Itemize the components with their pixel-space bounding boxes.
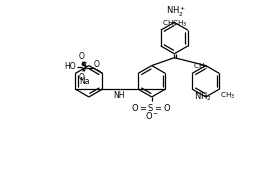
Text: O$\mathregular{=}$S$\mathregular{=}$O: O$\mathregular{=}$S$\mathregular{=}$O	[132, 102, 172, 113]
Text: O: O	[79, 52, 85, 61]
Text: S: S	[81, 62, 87, 71]
Text: NH$_2^+$: NH$_2^+$	[166, 5, 186, 19]
Text: $\mathregular{CH_3}$: $\mathregular{CH_3}$	[172, 19, 187, 29]
Text: $\mathregular{CH_3}$: $\mathregular{CH_3}$	[193, 62, 209, 72]
Text: O: O	[94, 60, 99, 69]
Text: NH: NH	[114, 91, 125, 100]
Text: O$^-$: O$^-$	[145, 110, 159, 121]
Text: NH$_2$: NH$_2$	[194, 90, 212, 103]
Text: HO: HO	[64, 62, 76, 71]
Text: $\mathregular{CH_3}$: $\mathregular{CH_3}$	[220, 91, 236, 101]
Text: Na: Na	[79, 77, 90, 86]
Text: $\mathregular{CH_3}$: $\mathregular{CH_3}$	[162, 19, 177, 29]
Text: O: O	[79, 73, 85, 82]
